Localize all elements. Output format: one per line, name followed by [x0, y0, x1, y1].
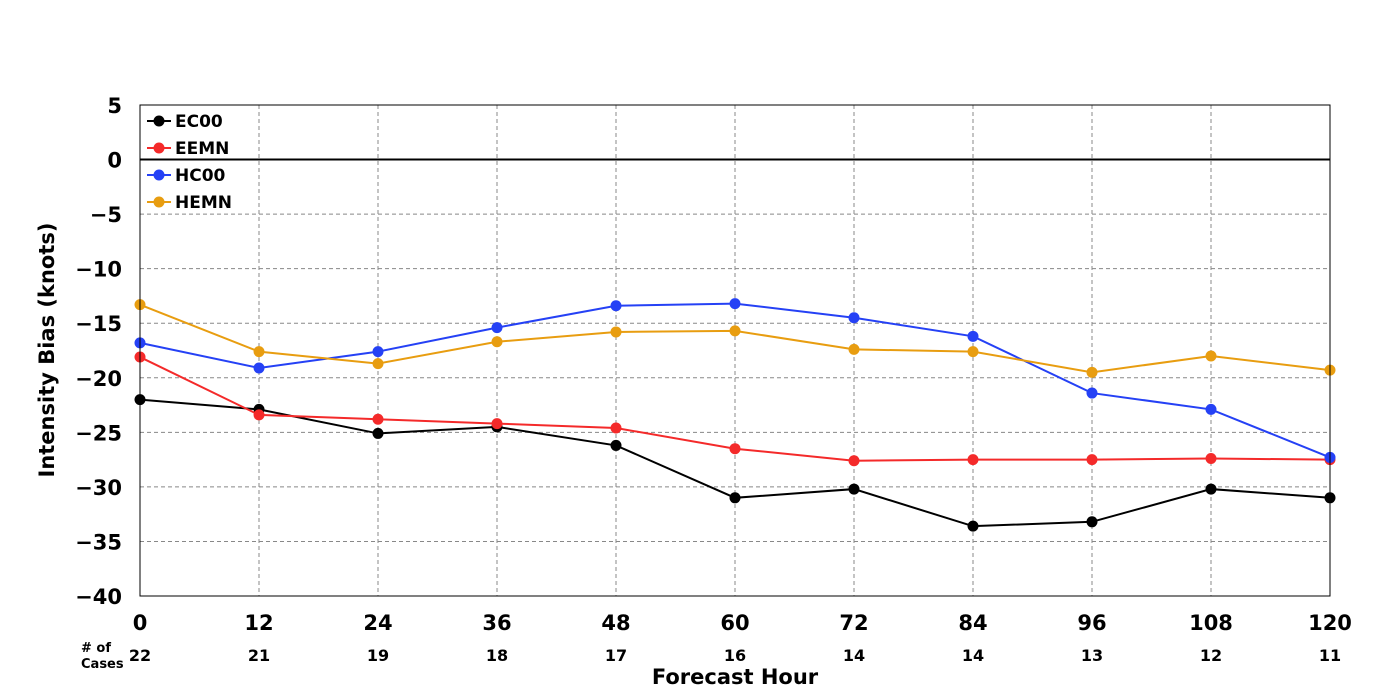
x-tick-label: 60 — [720, 611, 749, 635]
case-count-label: 17 — [605, 646, 627, 665]
y-tick-label: −25 — [75, 421, 122, 445]
legend-marker-eemn — [153, 142, 165, 154]
data-point-hc00 — [610, 300, 622, 312]
data-point-hemn — [1086, 366, 1098, 378]
data-point-hemn — [1205, 350, 1217, 362]
x-tick-label: 120 — [1308, 611, 1352, 635]
data-point-hemn — [253, 346, 265, 358]
case-count-label: 16 — [724, 646, 746, 665]
data-point-eemn — [1086, 454, 1098, 466]
data-point-eemn — [372, 413, 384, 425]
x-tick-label: 48 — [601, 611, 630, 635]
legend-label-hc00: HC00 — [175, 166, 226, 186]
y-tick-label: −40 — [75, 585, 122, 609]
legend-label-hemn: HEMN — [175, 193, 232, 213]
case-count-label: 22 — [129, 646, 151, 665]
data-point-hc00 — [491, 322, 503, 334]
y-axis-title: Intensity Bias (knots) — [35, 223, 59, 478]
data-point-hc00 — [372, 346, 384, 358]
y-tick-label: −15 — [75, 312, 122, 336]
legend: EC00 EEMN HC00 HEMN — [147, 112, 232, 213]
data-point-hemn — [967, 346, 979, 358]
data-point-ec00 — [848, 483, 860, 495]
x-axis-title: Forecast Hour — [652, 665, 819, 689]
data-point-hemn — [610, 326, 622, 338]
case-count-label: 14 — [962, 646, 984, 665]
y-tick-label: −5 — [90, 203, 122, 227]
axes: 5 0 −5 −10 −15 −20 −25 −30 −35 −40 0 22 12 21 24 19 36 18… — [75, 94, 1352, 665]
data-point-ec00 — [1205, 483, 1217, 495]
data-point-ec00 — [1086, 516, 1098, 528]
legend-marker-hemn — [153, 196, 165, 208]
x-tick-label: 36 — [482, 611, 511, 635]
data-point-hemn — [372, 358, 384, 370]
y-tick-label: −30 — [75, 476, 122, 500]
data-point-hc00 — [1205, 403, 1217, 415]
data-point-eemn — [967, 454, 979, 466]
y-tick-label: −35 — [75, 530, 122, 554]
data-point-hemn — [491, 336, 503, 348]
y-tick-label: 5 — [107, 94, 122, 118]
data-point-ec00 — [610, 439, 622, 451]
cases-label-line1: # of — [81, 641, 111, 656]
data-point-hc00 — [729, 298, 741, 310]
x-tick-label: 96 — [1077, 611, 1106, 635]
data-point-eemn — [1205, 453, 1217, 465]
case-count-label: 13 — [1081, 646, 1103, 665]
data-point-eemn — [610, 422, 622, 434]
data-point-hemn — [848, 343, 860, 355]
data-point-hc00 — [1086, 387, 1098, 399]
y-tick-label: −20 — [75, 367, 122, 391]
legend-label-eemn: EEMN — [175, 139, 229, 159]
case-count-label: 14 — [843, 646, 865, 665]
data-point-ec00 — [729, 492, 741, 504]
plot-frame — [139, 104, 1331, 597]
y-tick-label: 0 — [107, 149, 122, 173]
x-tick-label: 72 — [839, 611, 868, 635]
case-count-label: 18 — [486, 646, 508, 665]
data-point-ec00 — [967, 520, 979, 532]
data-point-eemn — [729, 443, 741, 455]
data-point-hc00 — [967, 330, 979, 342]
series-marks — [134, 298, 1336, 532]
x-tick-label: 0 — [133, 611, 148, 635]
data-point-ec00 — [372, 427, 384, 439]
case-count-label: 12 — [1200, 646, 1222, 665]
data-point-eemn — [848, 455, 860, 467]
case-count-label: 11 — [1319, 646, 1341, 665]
x-tick-label: 108 — [1189, 611, 1233, 635]
legend-marker-ec00 — [153, 115, 165, 127]
legend-marker-hc00 — [153, 169, 165, 181]
data-point-hemn — [729, 325, 741, 337]
cases-label-line2: Cases — [81, 657, 124, 672]
data-point-hc00 — [253, 362, 265, 374]
grid-lines — [140, 105, 1330, 596]
legend-label-ec00: EC00 — [175, 112, 223, 132]
case-count-label: 21 — [248, 646, 270, 665]
data-point-eemn — [491, 418, 503, 430]
data-point-hc00 — [848, 312, 860, 324]
data-point-eemn — [253, 409, 265, 421]
x-tick-label: 12 — [244, 611, 273, 635]
x-tick-label: 84 — [958, 611, 987, 635]
case-count-label: 19 — [367, 646, 389, 665]
x-tick-label: 24 — [363, 611, 392, 635]
y-tick-label: −10 — [75, 258, 122, 282]
